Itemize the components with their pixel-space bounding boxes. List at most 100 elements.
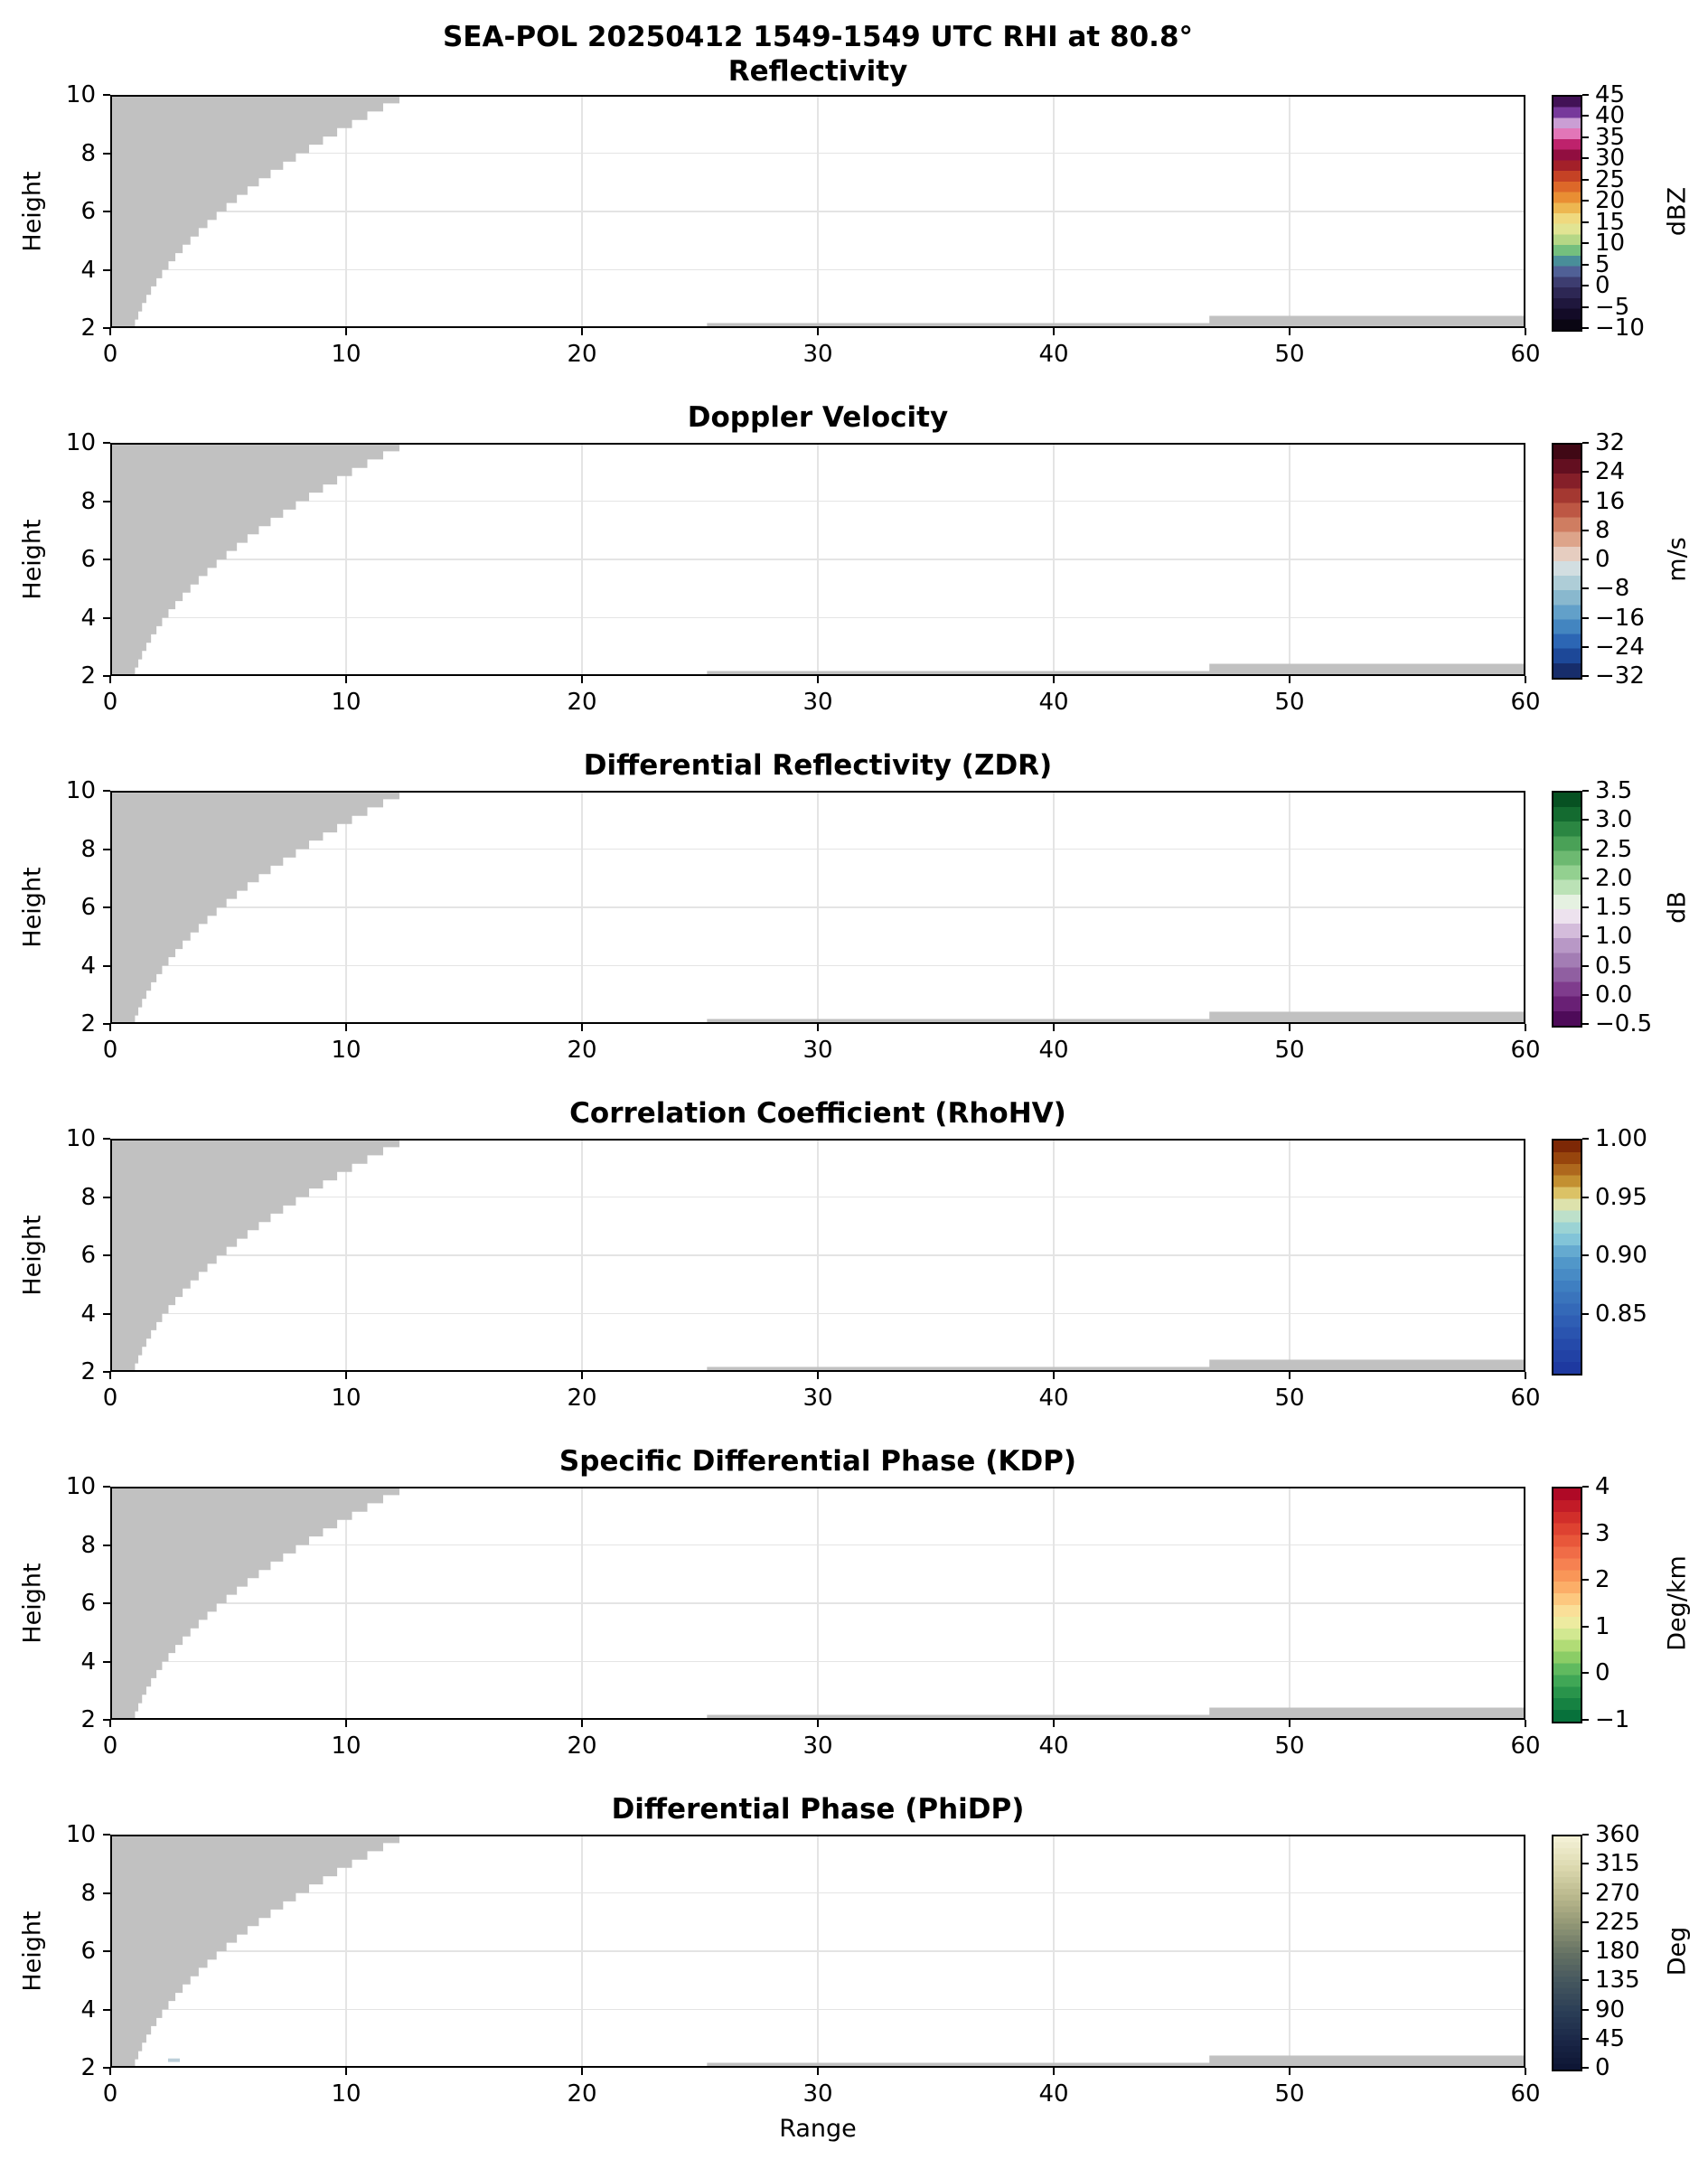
x-axis-tick xyxy=(1525,1720,1526,1727)
no-data-strip xyxy=(707,323,1525,328)
colorbar-tick-label: 0.90 xyxy=(1595,1242,1647,1269)
colorbar-tick xyxy=(1582,559,1589,560)
x-tick-label: 20 xyxy=(567,689,597,716)
y-axis-tick xyxy=(103,1138,110,1140)
colorbar-tick-label: −32 xyxy=(1595,662,1645,690)
no-data-strip xyxy=(707,671,1525,676)
x-axis-tick xyxy=(345,1720,347,1727)
x-axis-tick xyxy=(1289,1372,1290,1379)
no-data-strip xyxy=(1209,1707,1525,1720)
x-axis-tick xyxy=(109,1372,111,1379)
y-axis-label-text: Height xyxy=(18,1215,47,1296)
plot-area-velocity xyxy=(110,443,1525,676)
x-axis-tick xyxy=(345,1372,347,1379)
grid-line-y xyxy=(110,616,1525,619)
y-axis-label: Height xyxy=(19,171,113,251)
x-tick-label: 40 xyxy=(1038,341,1069,368)
plot-area-zdr xyxy=(110,791,1525,1024)
colorbar-tick xyxy=(1582,1719,1589,1721)
y-axis-tick xyxy=(103,964,110,967)
x-axis-tick xyxy=(1289,1024,1290,1031)
x-tick-label: 60 xyxy=(1510,1732,1541,1760)
x-tick-label: 30 xyxy=(802,1732,833,1760)
x-tick-label: 40 xyxy=(1038,1732,1069,1760)
colorbar-tick-label: −1 xyxy=(1595,1706,1630,1733)
y-axis-tick xyxy=(103,1602,110,1604)
colorbar-tick xyxy=(1582,964,1589,967)
colorbar-phidp xyxy=(1552,1835,1582,2071)
y-tick-label: 2 xyxy=(80,2054,96,2081)
x-axis-tick xyxy=(1525,1372,1526,1379)
x-tick-label: 10 xyxy=(331,2080,361,2108)
x-tick-label: 30 xyxy=(802,689,833,716)
x-axis-tick xyxy=(1525,676,1526,683)
y-axis-label: Height xyxy=(19,1911,113,1991)
colorbar-tick-label: 0.0 xyxy=(1595,981,1633,1009)
x-tick-label: 0 xyxy=(102,1732,118,1760)
colorbar-tick xyxy=(1582,1625,1589,1628)
colorbar-tick-label: 1.0 xyxy=(1595,923,1633,951)
colorbar-zdr xyxy=(1552,791,1582,1028)
y-tick-label: 4 xyxy=(80,1995,96,2023)
y-tick-label: 8 xyxy=(80,1879,96,1907)
colorbar-unit-label-reflectivity: dBZ xyxy=(1664,187,1708,239)
x-tick-label: 0 xyxy=(102,1037,118,1064)
colorbar-tick xyxy=(1582,157,1589,160)
no-data-overlay-kdp xyxy=(112,1487,1525,1720)
x-tick-label: 10 xyxy=(331,1385,361,1412)
x-tick-label: 0 xyxy=(102,341,118,368)
colorbar-tick xyxy=(1582,94,1589,96)
plot-area-kdp xyxy=(110,1487,1525,1720)
x-axis-tick xyxy=(581,328,583,335)
colorbar-tick-label: 180 xyxy=(1595,1938,1640,1965)
colorbar-tick xyxy=(1582,471,1589,474)
colorbar-tick xyxy=(1582,675,1589,677)
no-data-strip xyxy=(1209,1359,1525,1372)
colorbar-tick xyxy=(1582,1312,1589,1315)
y-axis-tick xyxy=(103,1892,110,1894)
colorbar-tick xyxy=(1582,1138,1589,1140)
colorbar-tick-label: 225 xyxy=(1595,1908,1640,1936)
panel-title-kdp: Specific Differential Phase (KDP) xyxy=(558,1445,1077,1478)
colorbar-tick-label: 30 xyxy=(1595,145,1626,173)
colorbar-tick xyxy=(1582,790,1589,792)
colorbar-tick xyxy=(1582,1532,1589,1535)
colorbar-tick-label: 15 xyxy=(1595,208,1626,236)
colorbar-unit-label-kdp: Deg/km xyxy=(1664,1555,1708,1651)
colorbar-tick xyxy=(1582,221,1589,223)
grid-line-y xyxy=(110,1660,1525,1663)
x-axis-tick xyxy=(1525,2068,1526,2075)
y-axis-tick xyxy=(103,2067,110,2069)
figure-title: SEA-POL 20250412 1549-1549 UTC RHI at 80… xyxy=(442,21,1194,53)
y-tick-label: 10 xyxy=(65,81,96,108)
x-axis-tick xyxy=(581,1720,583,1727)
colorbar-tick-label: 270 xyxy=(1595,1879,1640,1907)
colorbar-tick-label: 32 xyxy=(1595,429,1626,456)
y-axis-label: Height xyxy=(19,1563,113,1643)
colorbar-tick-label: 0 xyxy=(1595,1659,1610,1687)
colorbar-tick-label: −24 xyxy=(1595,633,1645,661)
y-tick-label: 6 xyxy=(80,1938,96,1965)
y-axis-tick xyxy=(103,442,110,444)
x-tick-label: 50 xyxy=(1274,689,1305,716)
colorbar-tick-label: −0.5 xyxy=(1595,1010,1653,1038)
no-data-wedge xyxy=(112,443,417,676)
x-tick-label: 60 xyxy=(1510,1385,1541,1412)
colorbar-tick-label: 0.85 xyxy=(1595,1300,1647,1328)
x-tick-label: 20 xyxy=(567,1385,597,1412)
colorbar-unit-text: dB xyxy=(1663,891,1692,924)
x-tick-label: 20 xyxy=(567,1037,597,1064)
colorbar-tick xyxy=(1582,1486,1589,1488)
x-axis-tick xyxy=(1525,1024,1526,1031)
colorbar-tick xyxy=(1582,1672,1589,1675)
colorbar-tick xyxy=(1582,200,1589,202)
colorbar-tick-label: 1 xyxy=(1595,1612,1610,1640)
y-tick-label: 4 xyxy=(80,1300,96,1328)
colorbar-tick-label: 90 xyxy=(1595,1995,1626,2023)
no-data-wedge xyxy=(112,1139,417,1372)
colorbar-tick-label: 1.5 xyxy=(1595,894,1633,921)
x-tick-label: 0 xyxy=(102,1385,118,1412)
x-tick-label: 0 xyxy=(102,689,118,716)
grid-line-y xyxy=(110,500,1525,502)
